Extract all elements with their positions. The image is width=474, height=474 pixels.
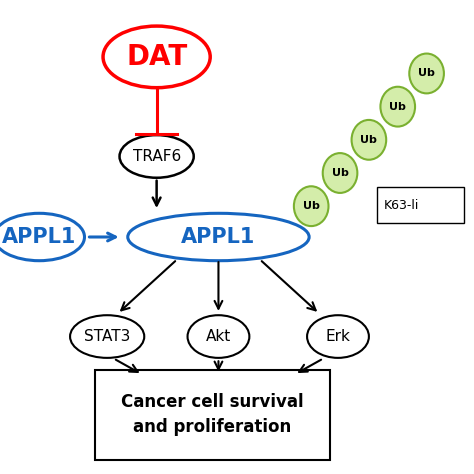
FancyBboxPatch shape xyxy=(95,370,330,460)
Ellipse shape xyxy=(323,153,357,193)
Text: Ub: Ub xyxy=(332,168,348,178)
Text: TRAF6: TRAF6 xyxy=(133,149,181,164)
Ellipse shape xyxy=(307,315,369,358)
Text: Ub: Ub xyxy=(389,101,406,112)
Text: APPL1: APPL1 xyxy=(181,227,255,247)
Text: K63-li: K63-li xyxy=(383,199,419,211)
Ellipse shape xyxy=(381,87,415,127)
Text: Erk: Erk xyxy=(326,329,350,344)
Text: Ub: Ub xyxy=(303,201,319,211)
Text: Akt: Akt xyxy=(206,329,231,344)
Ellipse shape xyxy=(294,186,328,226)
Text: Ub: Ub xyxy=(360,135,377,145)
Ellipse shape xyxy=(128,213,309,261)
Text: APPL1: APPL1 xyxy=(2,227,76,247)
Ellipse shape xyxy=(352,120,386,160)
Text: DAT: DAT xyxy=(126,43,187,71)
Ellipse shape xyxy=(188,315,249,358)
FancyBboxPatch shape xyxy=(377,187,464,223)
Ellipse shape xyxy=(409,54,444,93)
Text: Ub: Ub xyxy=(418,68,435,79)
Text: Cancer cell survival
and proliferation: Cancer cell survival and proliferation xyxy=(121,393,303,436)
Ellipse shape xyxy=(0,213,84,261)
Ellipse shape xyxy=(70,315,144,358)
Ellipse shape xyxy=(119,135,194,178)
Ellipse shape xyxy=(103,26,210,88)
Text: STAT3: STAT3 xyxy=(84,329,130,344)
